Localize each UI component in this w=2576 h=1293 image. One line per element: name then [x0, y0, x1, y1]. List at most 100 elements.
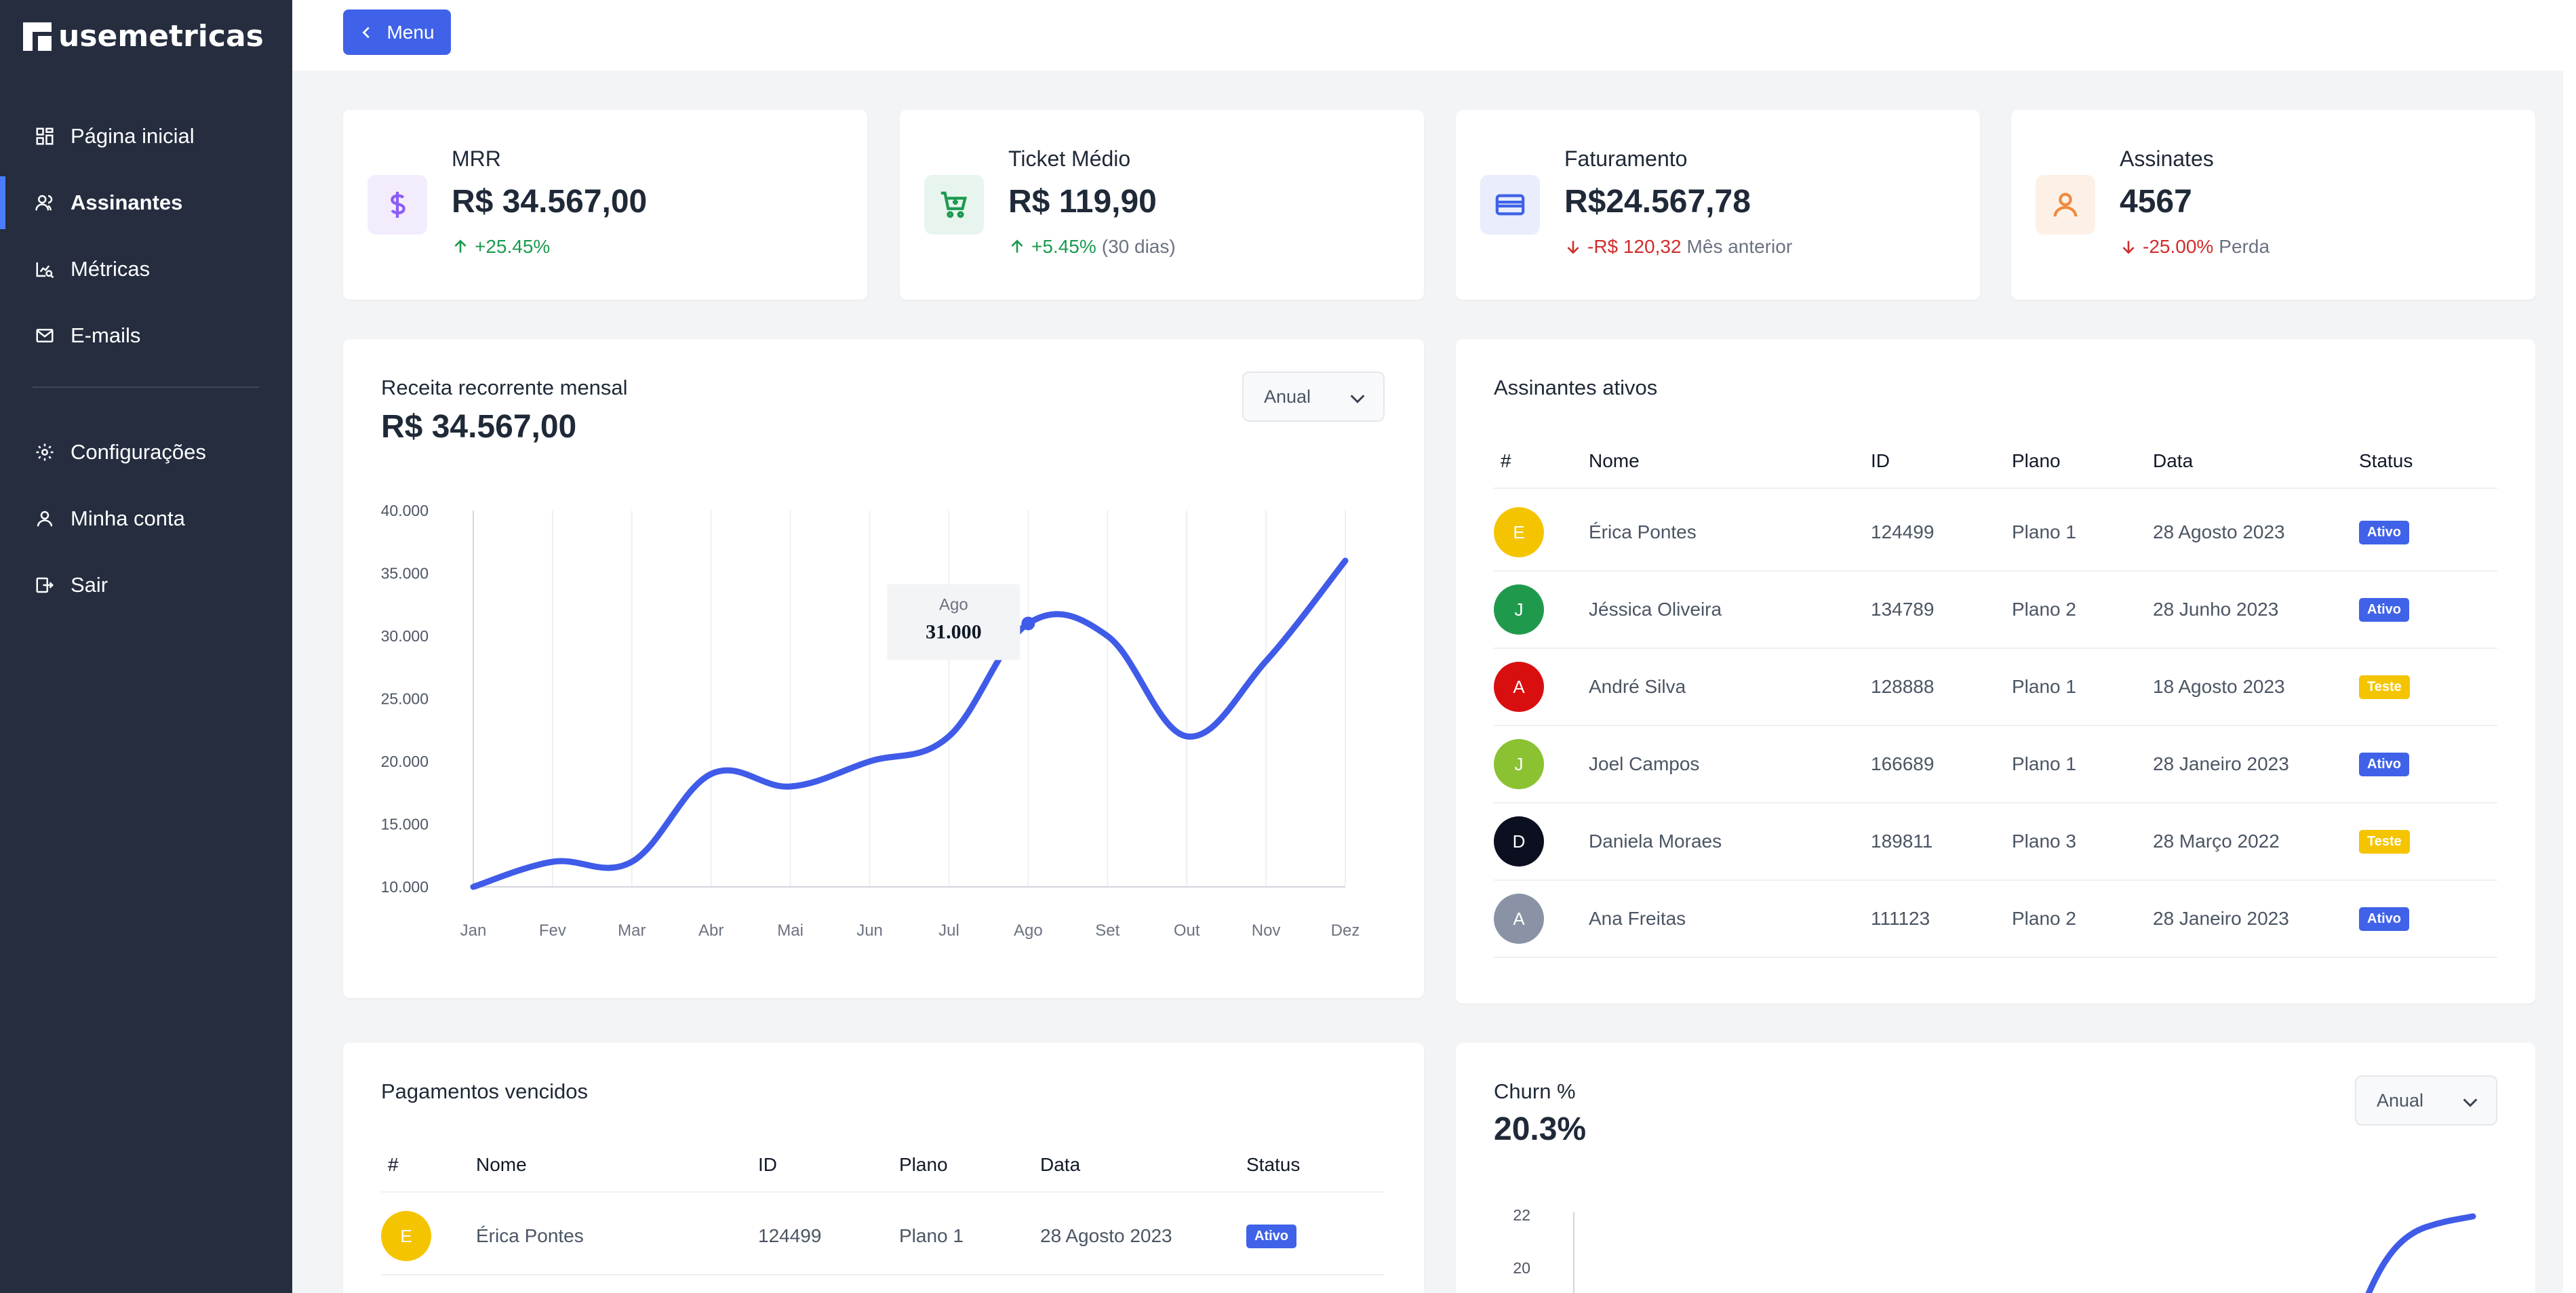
chevron-left-icon	[362, 26, 370, 38]
kpi-delta: +5.45% (30 dias)	[1008, 236, 1176, 258]
subscriber-date: 28 Janeiro 2023	[2153, 753, 2289, 774]
kpi-delta-value: +25.45%	[475, 236, 551, 257]
avatar: J	[1494, 584, 1544, 635]
column-header[interactable]: #	[1501, 450, 1511, 471]
column-header[interactable]: Plano	[899, 1154, 948, 1175]
subscriber-id: 134789	[1871, 599, 1935, 620]
table-row[interactable]: E Érica Pontes 124499 Plano 1 28 Agosto 2023…	[381, 1198, 1385, 1275]
avatar: D	[1494, 816, 1544, 867]
overdue-payments-card: Pagamentos vencidos # Nome ID Plano Data Stat…	[343, 1043, 1424, 1293]
sidebar-item-sair[interactable]: Sair	[0, 552, 292, 618]
column-header[interactable]: Nome	[476, 1154, 527, 1175]
kpi-card-ticket-medio: Ticket Médio R$ 119,90 +5.45% (30 dias)	[900, 110, 1424, 300]
table-row[interactable]: A André Silva 128888 Plano 1 18 Agosto 2023 T…	[1494, 649, 2497, 726]
x-tick-label: Out	[1174, 921, 1200, 940]
revenue-chart-card: Receita recorrente mensal R$ 34.567,00 A…	[343, 339, 1424, 998]
subscriber-id: 111123	[1871, 908, 1930, 929]
brand-name: usemetricas	[58, 19, 264, 54]
arrow-down-icon	[2122, 241, 2135, 254]
user-icon	[34, 508, 56, 530]
subscriber-id: 124499	[758, 1225, 822, 1246]
revenue-line-chart: Jan Fev Mar Abr Mai Jun Jul Ago Set Out Nov Dez 10.0…	[381, 502, 1360, 940]
kpi-title: Ticket Médio	[1008, 146, 1131, 171]
column-header[interactable]: Status	[1246, 1154, 1301, 1175]
column-header[interactable]: Status	[2359, 450, 2413, 471]
y-tick-label: 15.000	[381, 816, 429, 833]
churn-value: 20.3%	[1494, 1111, 1587, 1147]
table-row[interactable]: J Jéssica Oliveira 134789 Plano 2 28 Junho 2…	[1494, 572, 2497, 649]
y-tick-label: 10.000	[381, 878, 429, 896]
subscriber-name: Ana Freitas	[1589, 908, 1686, 929]
avatar: E	[381, 1211, 431, 1261]
x-tick-label: Jul	[938, 921, 959, 940]
sidebar-item-metricas[interactable]: Métricas	[0, 236, 292, 302]
dollar-icon	[368, 175, 427, 235]
kpi-card-mrr: MRR R$ 34.567,00 +25.45%	[343, 110, 867, 300]
sidebar-item-minha-conta[interactable]: Minha conta	[0, 485, 292, 552]
status-badge: Ativo	[2359, 597, 2409, 622]
column-header[interactable]: Data	[1040, 1154, 1081, 1175]
subscriber-name: Daniela Moraes	[1589, 831, 1722, 852]
x-tick-label: Jun	[856, 921, 883, 940]
brand-logo[interactable]: usemetricas	[23, 19, 264, 54]
y-tick-label: 25.000	[381, 690, 429, 708]
series-line	[470, 557, 1349, 890]
table-row[interactable]: E Érica Pontes 124499 Plano 1 28 Agosto 2023…	[1494, 494, 2497, 572]
sidebar-item-assinantes[interactable]: Assinantes	[0, 170, 292, 236]
column-header[interactable]: ID	[1871, 450, 1890, 471]
logout-icon	[34, 574, 56, 596]
churn-period-select[interactable]: Anual	[2355, 1075, 2497, 1126]
avatar: A	[1494, 894, 1544, 944]
table-header: # Nome ID Plano Data Status	[381, 1138, 1385, 1193]
sidebar-item-label: Assinantes	[71, 191, 183, 214]
subscriber-date: 28 Agosto 2023	[2153, 521, 2285, 542]
y-tick-label: 40.000	[381, 502, 429, 519]
arrow-down-icon	[1567, 241, 1579, 254]
x-tick-label: Fev	[539, 921, 566, 940]
sidebar-item-pagina-inicial[interactable]: Página inicial	[0, 103, 292, 170]
chevron-down-icon	[2463, 1098, 2478, 1107]
table-row[interactable]: A Ana Freitas 111123 Plano 2 28 Janeiro 2023…	[1494, 881, 2497, 958]
select-value: Anual	[1264, 386, 1311, 407]
x-tick-label: Dez	[1331, 921, 1360, 940]
subscriber-plan: Plano 1	[2012, 521, 2076, 542]
scrollbar-track[interactable]	[2563, 71, 2576, 1293]
kpi-delta-value: -25.00%	[2143, 236, 2214, 257]
arrow-up-icon	[454, 239, 467, 253]
series-line	[2365, 1213, 2476, 1293]
column-header[interactable]: ID	[758, 1154, 777, 1175]
avatar: J	[1494, 739, 1544, 789]
column-header[interactable]: Data	[2153, 450, 2194, 471]
sidebar-item-label: Métricas	[71, 257, 151, 281]
tooltip-value: 31.000	[926, 621, 982, 643]
table-row[interactable]: D Daniela Moraes 189811 Plano 3 28 Março 202…	[1494, 803, 2497, 881]
credit-card-icon	[1480, 175, 1540, 235]
chevron-down-icon	[1350, 395, 1365, 403]
sidebar-nav: Página inicial Assinantes Métricas E-mai…	[0, 103, 292, 369]
grid-icon	[34, 125, 56, 147]
sidebar-item-label: Página inicial	[71, 124, 195, 148]
gear-icon	[34, 441, 56, 463]
subscriber-date: 28 Junho 2023	[2153, 599, 2279, 620]
cart-icon	[924, 175, 984, 235]
kpi-value: 4567	[2120, 184, 2192, 220]
sidebar-item-configuracoes[interactable]: Configurações	[0, 419, 292, 485]
menu-button[interactable]: Menu	[343, 9, 451, 55]
churn-card: Churn % 20.3% Anual 20 22	[1456, 1043, 2535, 1293]
tooltip-label: Ago	[939, 596, 968, 614]
revenue-period-select[interactable]: Anual	[1242, 372, 1385, 422]
sidebar-item-emails[interactable]: E-mails	[0, 302, 292, 369]
x-tick-label: Mar	[618, 921, 646, 940]
table-row[interactable]: J Joel Campos 166689 Plano 1 28 Janeiro 2023…	[1494, 726, 2497, 803]
column-header[interactable]: Nome	[1589, 450, 1640, 471]
column-header[interactable]: Plano	[2012, 450, 2061, 471]
revenue-title: Receita recorrente mensal	[381, 376, 628, 399]
kpi-card-faturamento: Faturamento R$24.567,78 -R$ 120,32 Mês a…	[1456, 110, 1980, 300]
y-tick-label: 22	[1513, 1206, 1530, 1224]
tooltip	[887, 584, 1021, 660]
status-badge: Ativo	[2359, 907, 2409, 931]
column-header[interactable]: #	[388, 1154, 399, 1175]
select-value: Anual	[2377, 1090, 2424, 1111]
kpi-delta: -R$ 120,32 Mês anterior	[1564, 236, 1792, 258]
status-badge: Teste	[2359, 829, 2410, 854]
